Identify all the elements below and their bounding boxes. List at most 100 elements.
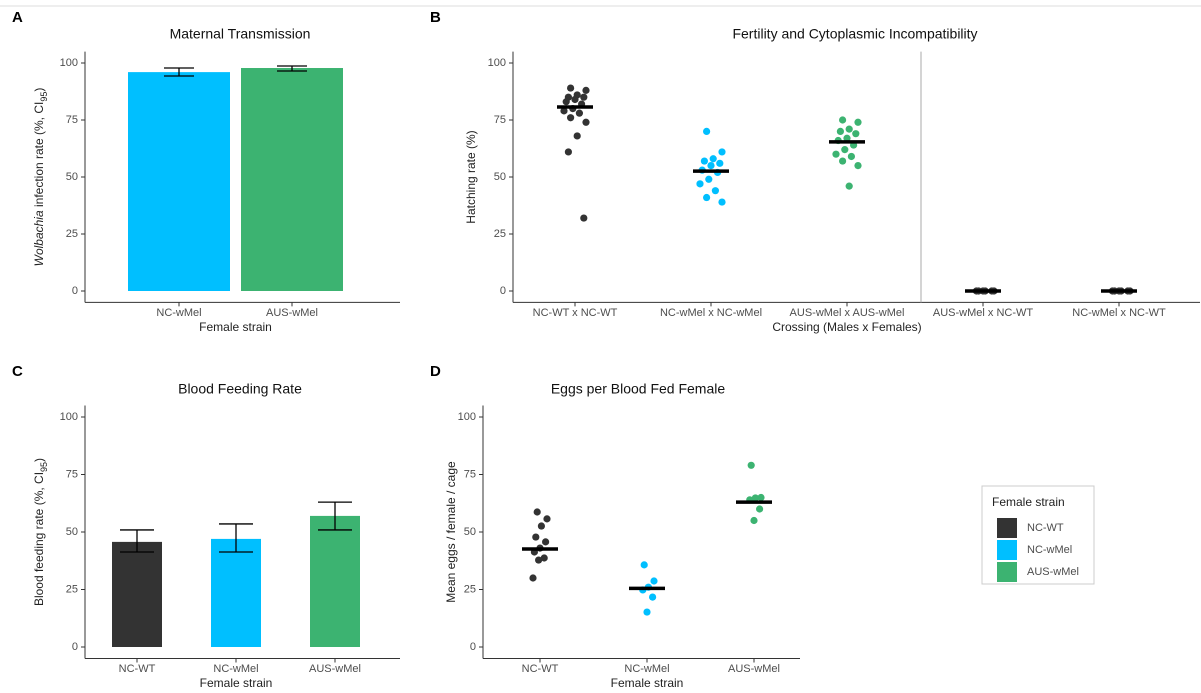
legend-label: NC-wMel (1027, 544, 1072, 556)
y-tick-label: 100 (60, 57, 78, 69)
point (841, 146, 849, 154)
x-axis-label: Crossing (Males x Females) (772, 320, 921, 334)
y-tick-label: 50 (494, 171, 506, 183)
y-axis-label-part: Wolbachia (32, 210, 46, 266)
y-tick-label: 25 (66, 583, 78, 595)
point (845, 182, 853, 190)
point (575, 109, 584, 117)
y-axis-label: Mean eggs / female / cage (444, 461, 458, 603)
point (640, 561, 648, 569)
bar (241, 68, 343, 292)
y-axis-label-part: infection rate (%, CI (32, 102, 46, 211)
point (703, 193, 711, 202)
y-tick-label: 100 (458, 411, 476, 423)
y-axis-label-part: 95 (39, 462, 49, 472)
y-tick-label: 75 (66, 114, 78, 126)
point (696, 180, 704, 188)
y-axis-label-part: ) (32, 458, 46, 462)
point (716, 159, 724, 167)
legend-label: NC-WT (1027, 522, 1064, 534)
y-tick-label: 25 (464, 583, 476, 595)
y-axis-label-part: Blood feeding rate (%, CI (32, 472, 46, 606)
point (540, 554, 548, 562)
point (535, 556, 543, 564)
point (532, 533, 540, 541)
chart-title: Eggs per Blood Fed Female (551, 381, 726, 397)
point (650, 577, 658, 585)
point (571, 95, 579, 104)
x-tick-label: NC-wMel x NC-WT (1072, 307, 1166, 319)
y-tick-label: 75 (494, 114, 506, 126)
legend-label: AUS-wMel (1027, 566, 1079, 578)
chart-title: Fertility and Cytoplasmic Incompatibilit… (732, 26, 977, 42)
point (707, 162, 715, 170)
bar (112, 541, 162, 647)
point (537, 522, 546, 530)
point (542, 538, 550, 546)
point (533, 508, 541, 516)
panel-letter: D (430, 363, 441, 380)
x-tick-label: AUS-wMel x NC-WT (933, 307, 1033, 319)
error-bar (277, 65, 307, 72)
bar (211, 538, 261, 647)
error-bar (164, 67, 194, 77)
bar (128, 72, 230, 292)
panel-letter: B (430, 9, 441, 26)
x-tick-label: AUS-wMel x AUS-wMel (790, 307, 905, 319)
point (582, 86, 590, 94)
x-axis-label: Female strain (200, 676, 273, 690)
point (711, 187, 720, 195)
point (703, 127, 711, 135)
x-tick-label: NC-wMel x NC-wMel (660, 307, 762, 319)
point (582, 118, 590, 126)
point (718, 198, 726, 206)
point (580, 214, 588, 222)
legend-swatch (997, 540, 1017, 560)
x-tick-label: NC-wMel (156, 307, 201, 319)
point (649, 593, 657, 601)
point (843, 134, 851, 142)
y-axis-label: Blood feeding rate (%, CI95) (32, 458, 49, 606)
y-axis-label: Wolbachia infection rate (%, CI95) (32, 88, 49, 267)
point (529, 574, 537, 582)
error-bar (219, 523, 253, 553)
y-axis-label-part: ) (32, 88, 46, 92)
error-bar (120, 529, 154, 553)
point (751, 494, 760, 502)
point (750, 516, 758, 525)
x-tick-label: NC-wMel (624, 663, 669, 675)
y-tick-label: 25 (494, 228, 506, 240)
point (580, 93, 588, 101)
legend-swatch (997, 562, 1017, 582)
point (567, 114, 575, 122)
chart-title: Maternal Transmission (170, 26, 311, 42)
point (705, 175, 713, 183)
point (854, 162, 862, 170)
point (757, 493, 765, 502)
x-tick-label: AUS-wMel (728, 663, 780, 675)
point (718, 148, 726, 156)
x-tick-label: NC-wMel (213, 663, 258, 675)
y-tick-label: 75 (66, 468, 78, 480)
y-tick-label: 100 (488, 57, 506, 69)
panel-letter: C (12, 363, 23, 380)
y-tick-label: 0 (72, 641, 78, 653)
legend-title: Female strain (992, 495, 1065, 509)
y-tick-label: 50 (464, 526, 476, 538)
x-tick-label: AUS-wMel (266, 307, 318, 319)
point (567, 84, 575, 92)
y-tick-label: 50 (66, 526, 78, 538)
x-tick-label: AUS-wMel (309, 663, 361, 675)
y-tick-label: 0 (500, 285, 506, 297)
y-axis-label-part: 95 (39, 92, 49, 102)
x-axis-label: Female strain (611, 676, 684, 690)
y-tick-label: 0 (72, 285, 78, 297)
x-tick-label: NC-WT (119, 663, 156, 675)
point (832, 150, 840, 158)
point (847, 152, 856, 161)
y-axis-label-part: Mean eggs / female / cage (444, 461, 458, 603)
point (747, 461, 755, 469)
bar (310, 515, 360, 647)
